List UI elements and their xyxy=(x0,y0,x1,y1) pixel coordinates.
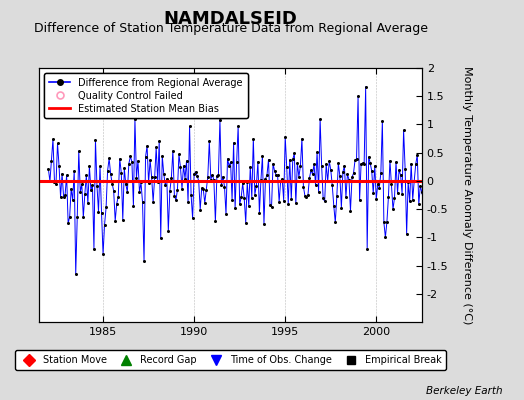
Legend: Difference from Regional Average, Quality Control Failed, Estimated Station Mean: Difference from Regional Average, Qualit… xyxy=(44,73,247,118)
Text: NAMDALSEID: NAMDALSEID xyxy=(163,10,298,28)
Text: Difference of Station Temperature Data from Regional Average: Difference of Station Temperature Data f… xyxy=(34,22,428,35)
Y-axis label: Monthly Temperature Anomaly Difference (°C): Monthly Temperature Anomaly Difference (… xyxy=(462,66,472,324)
Legend: Station Move, Record Gap, Time of Obs. Change, Empirical Break: Station Move, Record Gap, Time of Obs. C… xyxy=(15,350,446,370)
Text: Berkeley Earth: Berkeley Earth xyxy=(427,386,503,396)
